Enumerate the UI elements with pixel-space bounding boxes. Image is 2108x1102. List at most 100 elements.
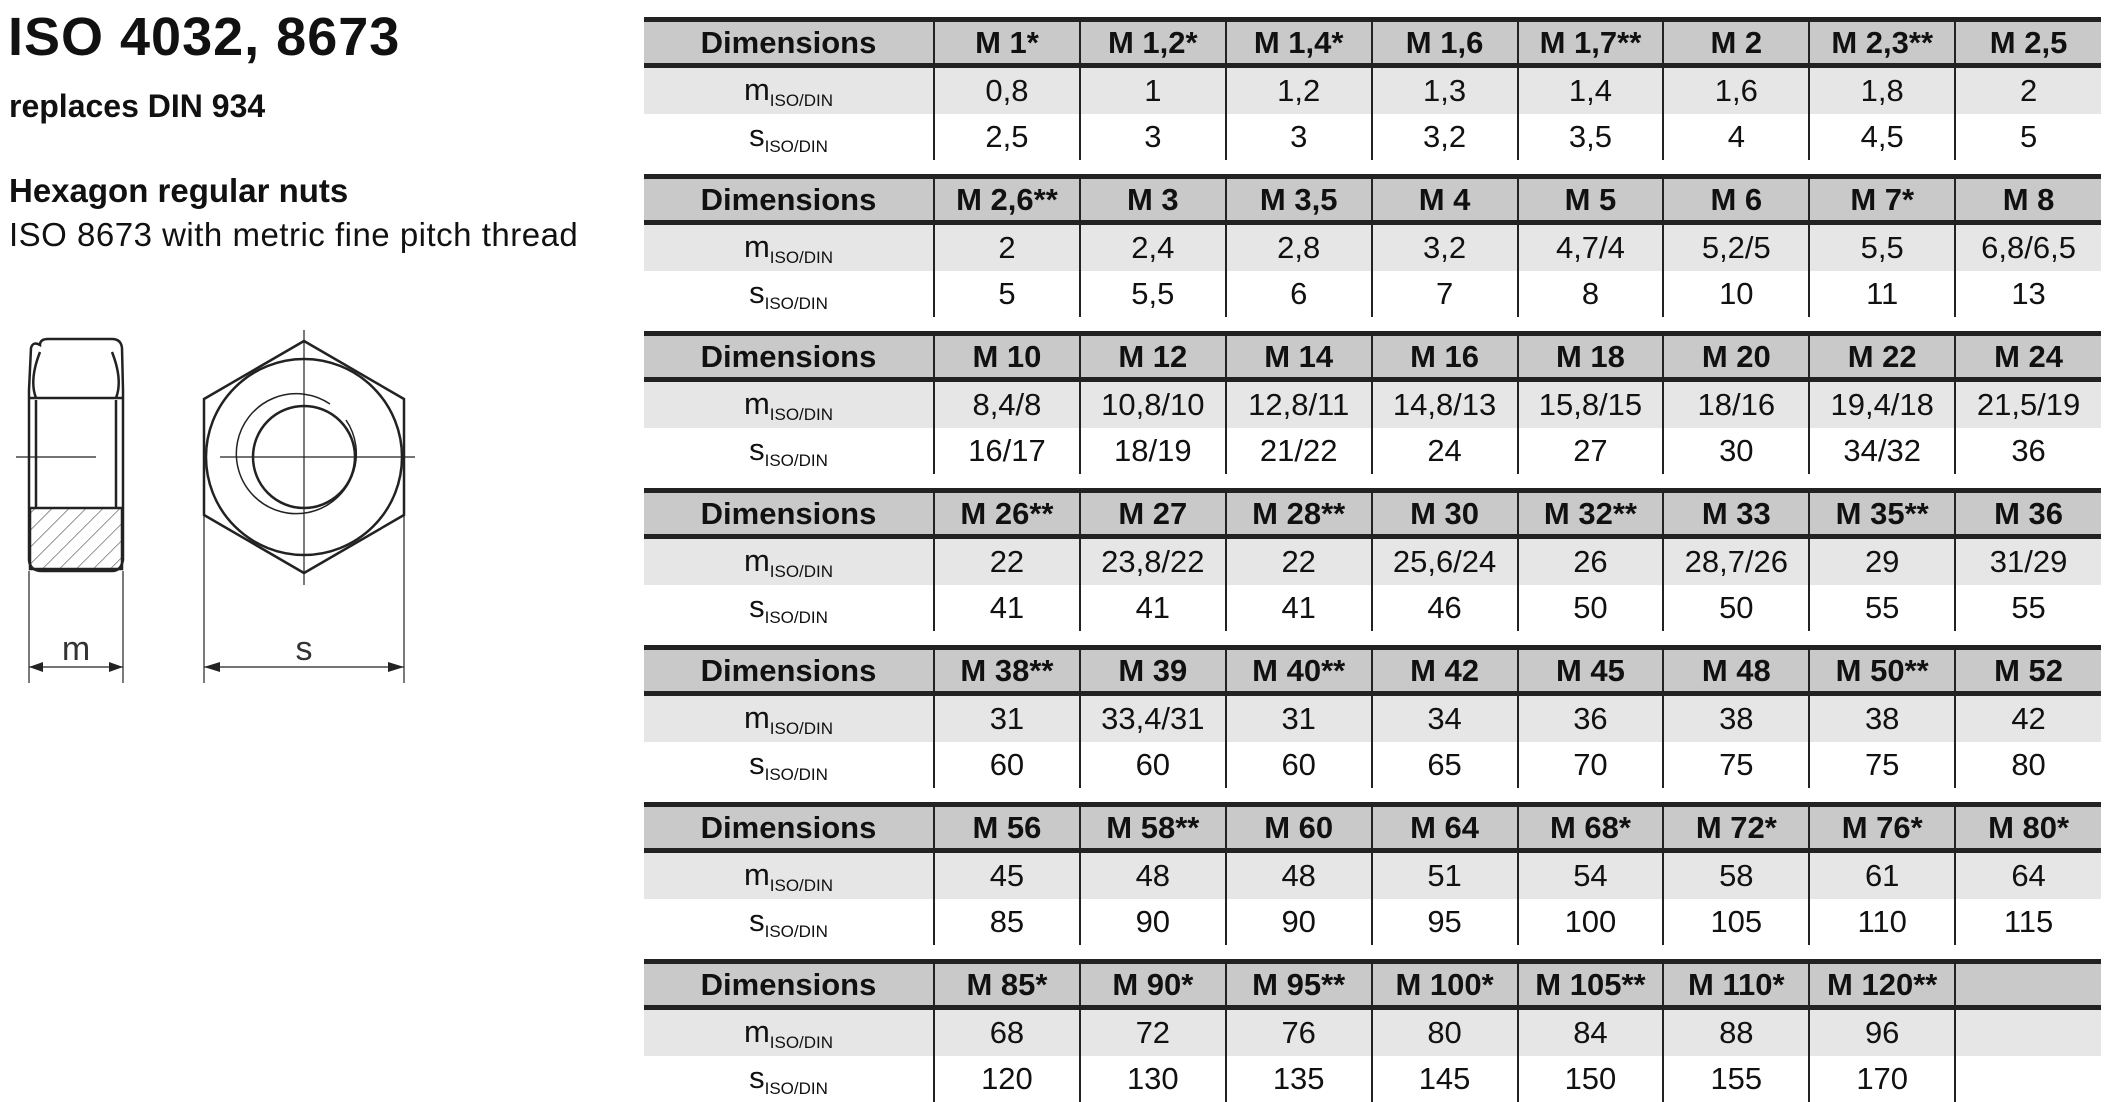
s-row-label: sISO/DIN bbox=[644, 428, 934, 474]
s-value-cell: 5,5 bbox=[1078, 271, 1226, 317]
thread-size-cell: M 95** bbox=[1224, 959, 1372, 1010]
thread-size-cell bbox=[1954, 959, 2101, 1010]
m-value-cell: 2,8 bbox=[1224, 222, 1372, 271]
iso-din-subscript: ISO/DIN bbox=[764, 293, 828, 313]
m-value-cell: 12,8/11 bbox=[1224, 379, 1372, 428]
dimensions-header: Dimensions bbox=[644, 802, 934, 853]
thread-size-cell: M 40** bbox=[1224, 645, 1372, 696]
s-value-cell: 120 bbox=[933, 1056, 1080, 1102]
s-row: sISO/DIN 60 60 60 65 70 75 75 80 bbox=[644, 742, 2101, 788]
s-value-cell: 16/17 bbox=[933, 428, 1080, 474]
thread-size-cell: M 85* bbox=[933, 959, 1080, 1010]
s-row: sISO/DIN 16/17 18/19 21/22 24 27 30 34/32 36 bbox=[644, 428, 2101, 474]
m-value-cell: 2 bbox=[933, 222, 1080, 271]
s-value-cell: 155 bbox=[1662, 1056, 1810, 1102]
thread-size-cell: M 10 bbox=[933, 331, 1080, 382]
dimensions-table: Dimensions M 26** M 27 M 28** M 30 M 32** M 33… bbox=[644, 488, 2101, 631]
iso-din-subscript: ISO/DIN bbox=[769, 875, 834, 895]
s-value-cell: 75 bbox=[1662, 742, 1810, 788]
s-value-cell: 115 bbox=[1954, 899, 2101, 945]
header-row: Dimensions M 1* M 1,2* M 1,4* M 1,6 M 1,7** M … bbox=[644, 17, 2101, 68]
s-value-cell: 5 bbox=[933, 271, 1080, 317]
dimensions-header: Dimensions bbox=[644, 331, 934, 382]
thread-size-cell: M 20 bbox=[1662, 331, 1810, 382]
m-value-cell: 26 bbox=[1516, 536, 1664, 585]
s-value-cell: 34/32 bbox=[1808, 428, 1956, 474]
m-value-cell: 54 bbox=[1516, 850, 1664, 899]
thread-size-cell: M 7* bbox=[1808, 174, 1956, 225]
header-row: Dimensions M 10 M 12 M 14 M 16 M 18 M 20 M 22 M … bbox=[644, 331, 2101, 382]
m-symbol: m bbox=[743, 228, 770, 264]
m-value-cell: 1,4 bbox=[1516, 65, 1664, 114]
iso-din-subscript: ISO/DIN bbox=[764, 450, 828, 470]
s-value-cell: 90 bbox=[1078, 899, 1226, 945]
dimensions-header: Dimensions bbox=[644, 959, 934, 1010]
thread-size-cell: M 42 bbox=[1370, 645, 1518, 696]
thread-size-cell: M 2,6** bbox=[933, 174, 1080, 225]
m-value-cell: 64 bbox=[1954, 850, 2101, 899]
m-value-cell: 34 bbox=[1370, 693, 1518, 742]
s-value-cell: 85 bbox=[933, 899, 1080, 945]
m-value-cell: 38 bbox=[1808, 693, 1956, 742]
iso-din-subscript: ISO/DIN bbox=[764, 607, 828, 627]
iso-din-subscript: ISO/DIN bbox=[769, 90, 834, 110]
thread-size-cell: M 22 bbox=[1808, 331, 1956, 382]
product-description: ISO 8673 with metric fine pitch thread bbox=[9, 216, 579, 253]
m-value-cell: 1,6 bbox=[1662, 65, 1810, 114]
s-value-cell: 2,5 bbox=[933, 114, 1080, 160]
s-value-cell: 3 bbox=[1078, 114, 1226, 160]
m-row-label: mISO/DIN bbox=[644, 536, 934, 585]
m-value-cell: 22 bbox=[933, 536, 1080, 585]
thread-size-cell: M 2 bbox=[1662, 17, 1810, 68]
m-value-cell: 31 bbox=[933, 693, 1080, 742]
thread-size-cell: M 26** bbox=[933, 488, 1080, 539]
iso-din-subscript: ISO/DIN bbox=[769, 1032, 834, 1052]
s-value-cell: 90 bbox=[1224, 899, 1372, 945]
s-value-cell: 60 bbox=[1224, 742, 1372, 788]
m-value-cell: 84 bbox=[1516, 1007, 1664, 1056]
m-value-cell: 42 bbox=[1954, 693, 2101, 742]
s-value-cell: 41 bbox=[1224, 585, 1372, 631]
thread-size-cell: M 6 bbox=[1662, 174, 1810, 225]
s-row-label: sISO/DIN bbox=[644, 114, 934, 160]
m-value-cell: 72 bbox=[1078, 1007, 1226, 1056]
thread-size-cell: M 48 bbox=[1662, 645, 1810, 696]
m-row: mISO/DIN 31 33,4/31 31 34 36 38 38 42 bbox=[644, 693, 2101, 742]
s-symbol: s bbox=[749, 902, 765, 938]
m-value-cell: 10,8/10 bbox=[1078, 379, 1226, 428]
s-value-cell: 4 bbox=[1662, 114, 1810, 160]
iso-din-subscript: ISO/DIN bbox=[769, 247, 834, 267]
m-value-cell: 68 bbox=[933, 1007, 1080, 1056]
s-value-cell: 60 bbox=[1078, 742, 1226, 788]
s-value-cell: 3,5 bbox=[1516, 114, 1664, 160]
m-value-cell: 2,4 bbox=[1078, 222, 1226, 271]
thread-size-cell: M 76* bbox=[1808, 802, 1956, 853]
s-value-cell: 10 bbox=[1662, 271, 1810, 317]
m-row-label: mISO/DIN bbox=[644, 693, 934, 742]
m-value-cell: 80 bbox=[1370, 1007, 1518, 1056]
iso-din-subscript: ISO/DIN bbox=[764, 1078, 828, 1098]
s-value-cell: 8 bbox=[1516, 271, 1664, 317]
m-row: mISO/DIN 68 72 76 80 84 88 96 bbox=[644, 1007, 2101, 1056]
thread-size-cell: M 14 bbox=[1224, 331, 1372, 382]
s-row: sISO/DIN 5 5,5 6 7 8 10 11 13 bbox=[644, 271, 2101, 317]
s-value-cell: 70 bbox=[1516, 742, 1664, 788]
thread-size-cell: M 110* bbox=[1662, 959, 1810, 1010]
m-symbol: m bbox=[743, 71, 770, 107]
s-symbol: s bbox=[749, 1059, 765, 1095]
header-row: Dimensions M 26** M 27 M 28** M 30 M 32** M 33… bbox=[644, 488, 2101, 539]
s-value-cell: 50 bbox=[1662, 585, 1810, 631]
s-value-cell bbox=[1954, 1056, 2101, 1102]
m-value-cell: 36 bbox=[1516, 693, 1664, 742]
m-value-cell: 58 bbox=[1662, 850, 1810, 899]
dimension-m-label: m bbox=[62, 630, 90, 668]
s-value-cell: 3,2 bbox=[1370, 114, 1518, 160]
thread-size-cell: M 1,4* bbox=[1224, 17, 1372, 68]
thread-size-cell: M 8 bbox=[1954, 174, 2101, 225]
thread-size-cell: M 2,5 bbox=[1954, 17, 2101, 68]
iso-din-subscript: ISO/DIN bbox=[769, 718, 834, 738]
iso-din-subscript: ISO/DIN bbox=[769, 404, 834, 424]
s-value-cell: 30 bbox=[1662, 428, 1810, 474]
m-value-cell: 0,8 bbox=[933, 65, 1080, 114]
